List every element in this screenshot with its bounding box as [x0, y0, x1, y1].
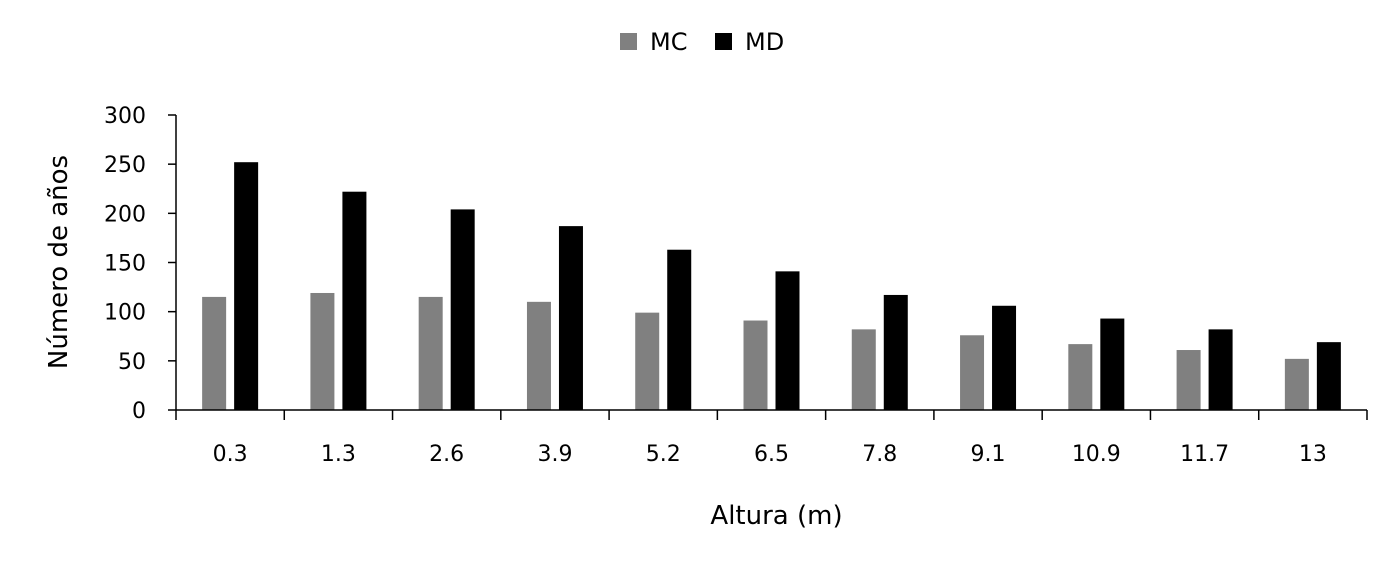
bar-mc-13 — [1284, 358, 1309, 410]
y-tick-label: 150 — [104, 252, 146, 277]
axes-group — [168, 114, 1368, 420]
bar-md-1-3 — [342, 191, 367, 410]
bar-md-0-3 — [234, 162, 259, 410]
legend-label-mc: MC — [650, 28, 687, 56]
y-tick-label: 300 — [104, 104, 146, 129]
tick-labels-group: 0 50 100 150 200 250 300 0.3 1.3 2.6 3.9 5.2 6.5 7.8 9… — [104, 104, 1327, 467]
bar-mc-10-9 — [1068, 344, 1093, 410]
y-tick-label: 50 — [118, 350, 146, 375]
bar-mc-6-5 — [743, 320, 768, 410]
x-tick-label: 0.3 — [213, 442, 248, 467]
bar-mc-0-3 — [202, 296, 227, 410]
x-tick-label: 10.9 — [1072, 442, 1121, 467]
legend-swatch-md — [715, 33, 732, 50]
bar-md-6-5 — [775, 271, 800, 410]
x-tick-label: 3.9 — [537, 442, 572, 467]
y-tick-label: 200 — [104, 202, 146, 227]
bar-md-2-6 — [450, 209, 475, 410]
bar-mc-3-9 — [526, 301, 551, 410]
x-tick-label: 2.6 — [429, 442, 464, 467]
bar-mc-7-8 — [851, 329, 876, 410]
y-tick-label: 100 — [104, 301, 146, 326]
x-tick-label: 5.2 — [646, 442, 681, 467]
bar-mc-1-3 — [310, 292, 335, 410]
legend: MC MD — [620, 28, 784, 56]
bar-md-9-1 — [992, 305, 1017, 410]
x-tick-label: 1.3 — [321, 442, 356, 467]
y-tick-label: 250 — [104, 153, 146, 178]
x-tick-label: 13 — [1299, 442, 1327, 467]
bar-mc-9-1 — [960, 335, 985, 410]
y-axis-title: Número de años — [44, 155, 74, 369]
bar-md-13 — [1316, 342, 1341, 410]
x-tick-label: 11.7 — [1180, 442, 1229, 467]
bar-md-3-9 — [558, 226, 583, 410]
bar-mc-5-2 — [635, 312, 660, 410]
x-tick-label: 7.8 — [862, 442, 897, 467]
bar-mc-2-6 — [418, 296, 443, 410]
y-tick-label: 0 — [132, 399, 146, 424]
x-tick-label: 9.1 — [971, 442, 1006, 467]
bar-md-5-2 — [667, 249, 692, 410]
bar-mc-11-7 — [1176, 350, 1201, 410]
bars-group — [202, 162, 1341, 410]
x-axis-title: Altura (m) — [710, 501, 842, 531]
legend-swatch-mc — [620, 33, 637, 50]
bar-md-11-7 — [1208, 329, 1233, 410]
bar-md-7-8 — [883, 294, 908, 410]
bar-md-10-9 — [1100, 318, 1125, 410]
legend-label-md: MD — [745, 28, 784, 56]
x-tick-label: 6.5 — [754, 442, 789, 467]
